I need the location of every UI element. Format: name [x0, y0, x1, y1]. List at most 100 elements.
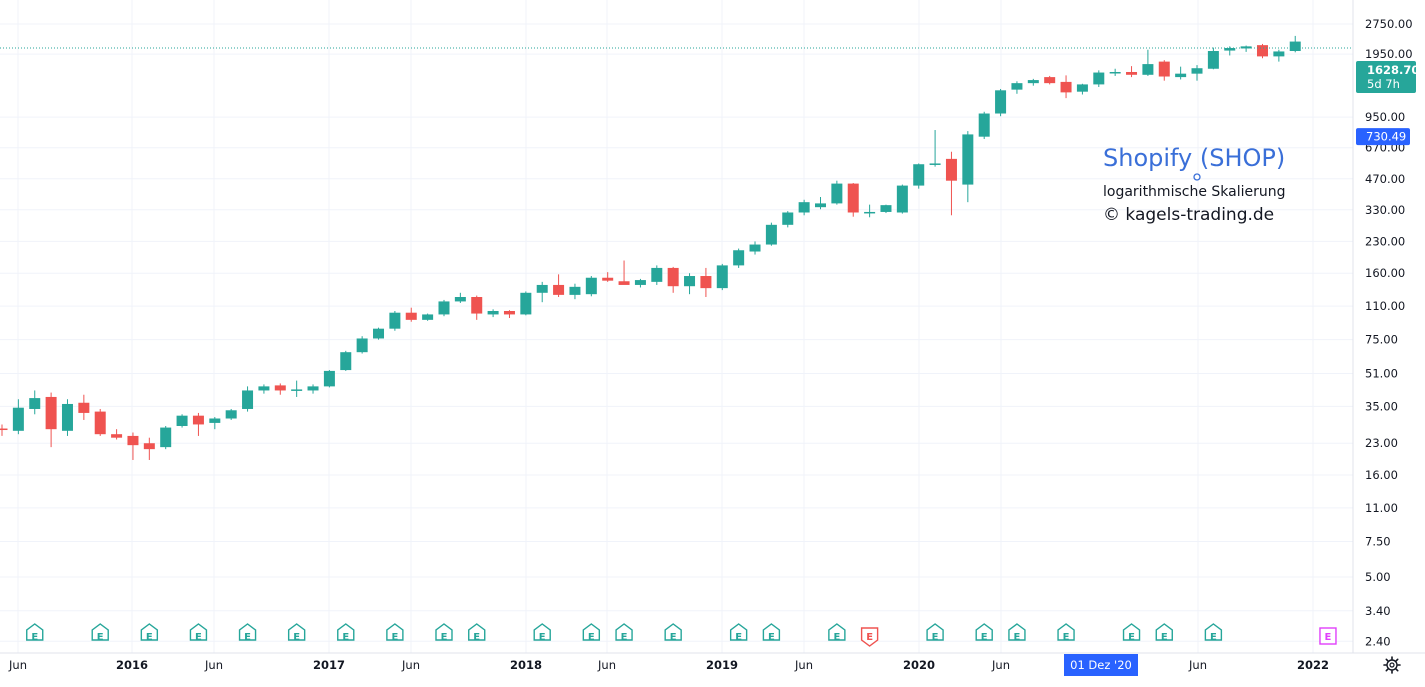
candle[interactable] — [487, 309, 499, 318]
candle[interactable] — [1158, 60, 1170, 81]
earnings-marker-past[interactable]: E — [533, 623, 551, 643]
candle[interactable] — [536, 281, 548, 303]
candle[interactable] — [1109, 68, 1121, 76]
candle[interactable] — [307, 384, 319, 394]
candle[interactable] — [765, 222, 777, 246]
candle[interactable] — [978, 111, 990, 140]
candle[interactable] — [160, 425, 172, 450]
candle[interactable] — [945, 151, 957, 216]
candle[interactable] — [94, 408, 106, 436]
candle[interactable] — [176, 414, 188, 428]
candle[interactable] — [225, 408, 237, 420]
earnings-marker-past[interactable]: E — [762, 623, 781, 643]
candle[interactable] — [520, 291, 532, 316]
candle[interactable] — [0, 424, 8, 436]
earnings-marker-past[interactable]: E — [582, 623, 601, 643]
candle[interactable] — [1044, 75, 1056, 85]
candle[interactable] — [78, 394, 90, 420]
earnings-marker-past[interactable]: E — [468, 623, 486, 643]
candle[interactable] — [929, 130, 941, 167]
candle[interactable] — [1289, 35, 1301, 53]
candle[interactable] — [258, 384, 270, 394]
candle[interactable] — [831, 180, 843, 205]
candle[interactable] — [913, 163, 925, 189]
candle[interactable] — [12, 399, 24, 435]
candle[interactable] — [798, 199, 810, 216]
earnings-marker-past[interactable]: E — [828, 623, 846, 643]
candle[interactable] — [733, 248, 745, 268]
candle[interactable] — [995, 88, 1007, 117]
earnings-marker-past[interactable]: E — [435, 623, 453, 643]
price-axis[interactable]: 2.40 3.40 5.00 7.50 11.00 16.00 23.00 35.00 51.0… — [1365, 17, 1413, 648]
earnings-marker-past[interactable]: E — [975, 623, 993, 643]
earnings-marker-past[interactable]: E — [1122, 623, 1141, 643]
earnings-marker-past[interactable]: E — [140, 623, 159, 643]
candle[interactable] — [503, 310, 515, 319]
earnings-marker-past[interactable]: E — [615, 623, 633, 643]
earnings-marker-past[interactable]: E — [1008, 623, 1026, 643]
candle[interactable] — [340, 350, 352, 371]
candle[interactable] — [651, 265, 663, 285]
candle[interactable] — [111, 429, 123, 440]
earnings-marker-miss[interactable]: E — [860, 627, 879, 647]
candle[interactable] — [454, 292, 466, 303]
candle[interactable] — [864, 204, 876, 218]
candle[interactable] — [1256, 43, 1268, 59]
candles[interactable] — [0, 35, 1301, 460]
candle[interactable] — [192, 412, 204, 436]
candle[interactable] — [291, 380, 303, 397]
candle[interactable] — [618, 260, 630, 285]
candle[interactable] — [1240, 45, 1252, 52]
candle[interactable] — [1191, 65, 1203, 81]
candle[interactable] — [1207, 47, 1219, 70]
earnings-marker-past[interactable]: E — [287, 623, 306, 643]
candle[interactable] — [585, 276, 597, 297]
candle[interactable] — [847, 183, 859, 217]
earnings-marker-past[interactable]: E — [189, 623, 208, 643]
candle[interactable] — [1027, 78, 1039, 86]
time-axis[interactable]: Jun 2016 Jun 2017 Jun 2018 Jun 2019 Jun 2020 Jun Ju… — [8, 658, 1329, 672]
earnings-marker-past[interactable]: E — [337, 623, 355, 643]
candle[interactable] — [1076, 83, 1088, 95]
candle[interactable] — [962, 131, 974, 203]
candle[interactable] — [667, 266, 679, 293]
candle[interactable] — [143, 437, 155, 460]
earnings-marker-past[interactable]: E — [26, 623, 44, 643]
candle[interactable] — [782, 211, 794, 228]
candle[interactable] — [356, 336, 368, 354]
candle[interactable] — [1224, 46, 1236, 56]
candle[interactable] — [61, 399, 73, 436]
earnings-marker-future[interactable]: E — [1319, 627, 1337, 645]
candle[interactable] — [880, 204, 892, 214]
candle[interactable] — [569, 283, 581, 300]
candle[interactable] — [602, 272, 614, 282]
candle[interactable] — [553, 274, 565, 298]
candle[interactable] — [1142, 49, 1154, 76]
candle[interactable] — [323, 370, 335, 388]
candle[interactable] — [209, 417, 221, 430]
earnings-marker-past[interactable]: E — [664, 623, 682, 643]
earnings-marker-past[interactable]: E — [91, 623, 109, 643]
candle[interactable] — [389, 310, 401, 331]
candle[interactable] — [1093, 70, 1105, 87]
candle[interactable] — [1011, 81, 1023, 94]
candle[interactable] — [700, 267, 712, 298]
candle[interactable] — [896, 184, 908, 214]
settings-gear-icon[interactable] — [1383, 656, 1401, 674]
candle[interactable] — [274, 383, 286, 395]
candle[interactable] — [471, 295, 483, 320]
candle[interactable] — [716, 263, 728, 291]
candle[interactable] — [1273, 49, 1285, 62]
candle[interactable] — [45, 392, 57, 448]
candle[interactable] — [634, 278, 646, 288]
candle[interactable] — [1060, 75, 1072, 99]
earnings-marker-past[interactable]: E — [729, 623, 748, 643]
candle[interactable] — [438, 299, 450, 317]
candle[interactable] — [684, 273, 696, 295]
candle[interactable] — [1126, 66, 1138, 78]
earnings-marker-past[interactable]: E — [1057, 623, 1075, 643]
candle[interactable] — [749, 241, 761, 255]
earnings-marker-past[interactable]: E — [1155, 623, 1173, 643]
earnings-marker-past[interactable]: E — [238, 623, 257, 643]
